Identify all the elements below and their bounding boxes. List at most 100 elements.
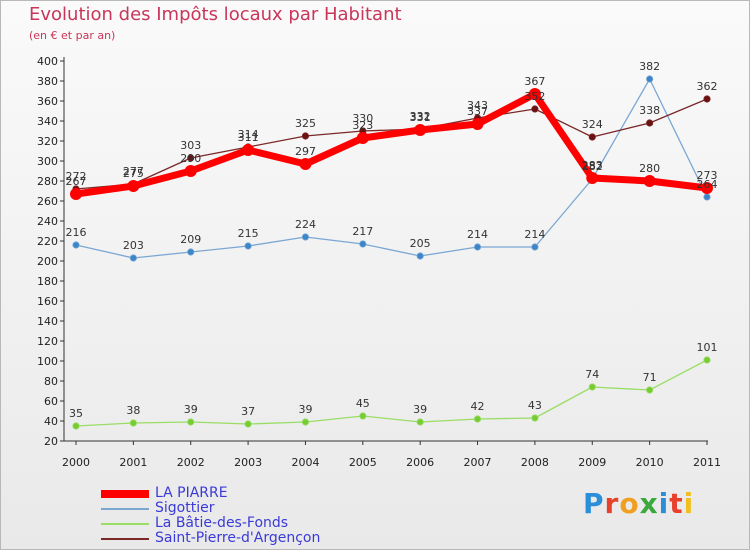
data-point [70,188,82,200]
y-tick-label: 360 [37,95,58,108]
data-label: 324 [582,118,603,131]
logo-letter: r [604,487,620,520]
data-point [129,419,137,427]
data-label: 38 [126,404,140,417]
x-tick-label: 2006 [406,456,434,469]
data-label: 215 [238,227,259,240]
data-label: 311 [238,131,259,144]
data-point [356,132,369,144]
data-point [359,240,367,248]
data-point [187,418,195,426]
series-line-0 [75,90,708,198]
y-tick-label: 20 [44,435,58,448]
data-label: 39 [184,403,198,416]
data-label: 332 [410,110,431,123]
data-label: 71 [643,371,657,384]
proxiti-logo[interactable]: Proxiti [583,487,694,520]
logo-letter: t [669,487,684,520]
data-label: 277 [123,165,144,178]
data-point [184,165,197,177]
data-label: 330 [352,112,373,125]
x-tick-label: 2010 [636,456,664,469]
data-point [72,241,80,249]
x-tick-label: 2002 [177,456,205,469]
data-point [528,88,541,100]
data-label: 314 [238,128,259,141]
logo-letter: i [658,487,670,520]
y-tick-label: 280 [37,175,58,188]
y-tick-label: 180 [37,275,58,288]
x-tick-label: 2011 [693,456,721,469]
data-label: 214 [524,228,545,241]
data-point [703,95,711,103]
data-point [646,119,654,127]
data-point [586,172,599,184]
y-tick-label: 160 [37,295,58,308]
y-tick-label: 60 [44,395,58,408]
data-point [414,124,427,136]
data-point [301,233,310,241]
chart-subtitle: (en € et par an) [29,29,116,42]
series-line-2 [75,359,708,427]
data-point [359,412,367,420]
data-point [703,356,711,364]
data-label: 209 [180,233,201,246]
series-line-3 [75,98,708,190]
y-tick-label: 80 [44,375,58,388]
data-point [701,182,713,194]
x-tick-label: 2004 [291,456,319,469]
data-label: 343 [467,99,488,112]
data-label: 43 [528,399,542,412]
data-label: 283 [582,159,603,172]
legend-label: LA PIARRE [155,485,228,501]
data-point [187,154,195,162]
data-label: 323 [352,119,373,132]
data-label: 272 [66,170,87,183]
data-point [416,252,424,260]
y-tick-label: 120 [37,335,58,348]
data-point [187,248,195,256]
data-label: 273 [697,169,718,182]
data-label: 39 [413,403,427,416]
y-tick-label: 100 [37,355,58,368]
legend-label: Sigottier [155,500,215,516]
data-point [588,383,596,391]
data-label: 216 [66,226,87,239]
logo-letter: i [683,487,695,520]
data-label: 352 [524,90,545,103]
data-label: 362 [697,80,718,93]
data-point [646,386,654,394]
y-tick-label: 380 [37,75,58,88]
data-point [299,158,312,170]
y-tick-label: 200 [37,255,58,268]
series-line-1 [75,78,708,259]
data-point [531,105,539,113]
x-tick-label: 2007 [464,456,492,469]
data-label: 280 [639,162,660,175]
y-tick-label: 240 [37,215,58,228]
data-point [244,242,252,250]
y-tick-label: 140 [37,315,58,328]
data-point [242,144,255,156]
data-point [643,175,656,187]
legend-swatch [101,538,149,540]
data-label: 45 [356,397,370,410]
data-point [473,243,482,251]
x-tick-label: 2005 [349,456,377,469]
data-label: 297 [295,145,316,158]
y-tick-label: 320 [37,135,58,148]
logo-letter: o [619,487,640,520]
y-tick-label: 400 [37,55,58,68]
data-label: 282 [582,160,603,173]
x-tick-label: 2008 [521,456,549,469]
data-point [129,254,137,262]
data-label: 101 [697,341,718,354]
data-label: 37 [241,405,255,418]
data-point [244,420,252,428]
data-label: 290 [180,152,201,165]
data-label: 338 [639,104,660,117]
data-label: 74 [585,368,599,381]
legend-swatch [101,490,149,498]
data-point [646,75,654,83]
